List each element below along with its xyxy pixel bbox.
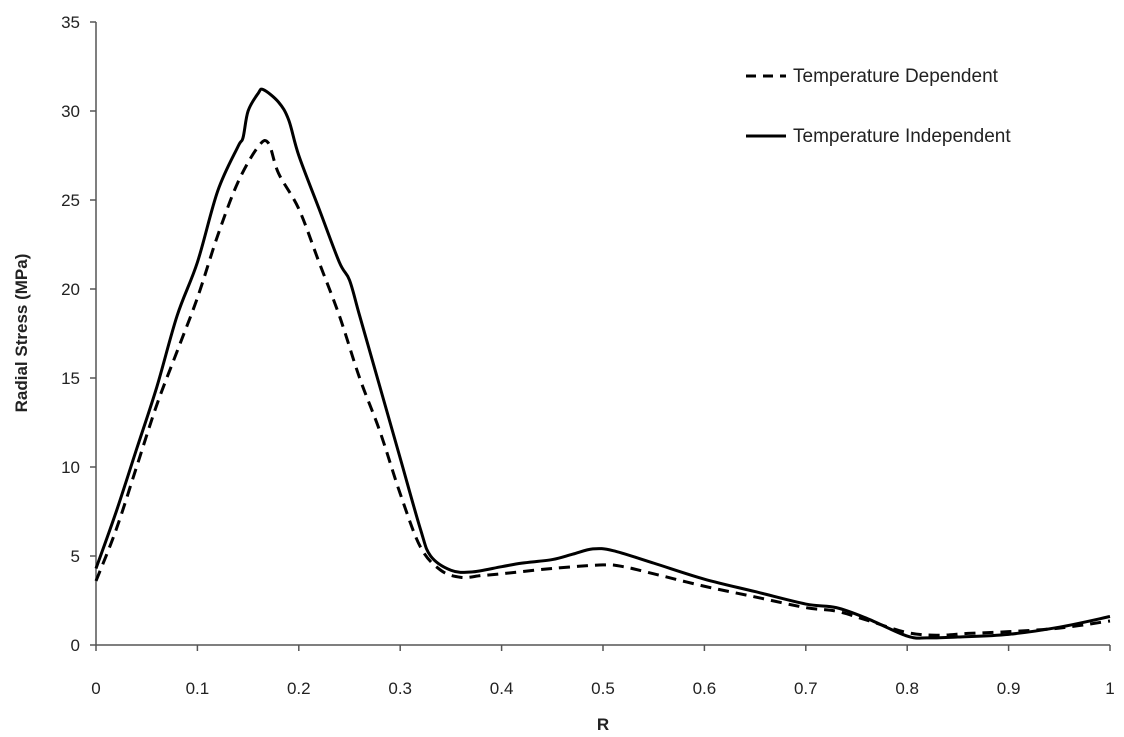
y-tick-label: 20 xyxy=(61,280,80,299)
x-tick-label: 0.5 xyxy=(591,679,615,698)
x-tick-label: 0.8 xyxy=(895,679,919,698)
y-tick-label: 5 xyxy=(71,547,80,566)
y-tick-label: 25 xyxy=(61,191,80,210)
y-tick-label: 30 xyxy=(61,102,80,121)
y-tick-label: 35 xyxy=(61,13,80,32)
series-line-temperature-independent xyxy=(94,87,1111,640)
x-axis-title: R xyxy=(597,715,609,734)
x-tick-label: 0 xyxy=(91,679,100,698)
legend: Temperature Dependent Temperature Indepe… xyxy=(746,66,1011,147)
x-tick-label: 0.3 xyxy=(388,679,412,698)
x-ticks: 0 0.1 0.2 0.3 0.4 0.5 0.6 0.7 0.8 0.9 1 xyxy=(91,645,1115,698)
x-tick-label: 0.6 xyxy=(693,679,717,698)
y-ticks: 0 5 10 15 20 25 30 35 xyxy=(61,13,96,655)
x-tick-label: 0.7 xyxy=(794,679,818,698)
legend-label-independent: Temperature Independent xyxy=(793,126,1011,147)
x-tick-label: 0.4 xyxy=(490,679,514,698)
x-tick-label: 0.9 xyxy=(997,679,1021,698)
x-tick-label: 0.1 xyxy=(186,679,210,698)
x-tick-label: 0.2 xyxy=(287,679,311,698)
y-tick-label: 10 xyxy=(61,458,80,477)
series-layer xyxy=(94,87,1111,640)
series-line-temperature-dependent xyxy=(94,139,1111,637)
y-tick-label: 0 xyxy=(71,636,80,655)
legend-label-dependent: Temperature Dependent xyxy=(793,66,999,87)
y-tick-label: 15 xyxy=(61,369,80,388)
x-tick-label: 1 xyxy=(1105,679,1114,698)
y-axis-title: Radial Stress (MPa) xyxy=(12,254,31,413)
